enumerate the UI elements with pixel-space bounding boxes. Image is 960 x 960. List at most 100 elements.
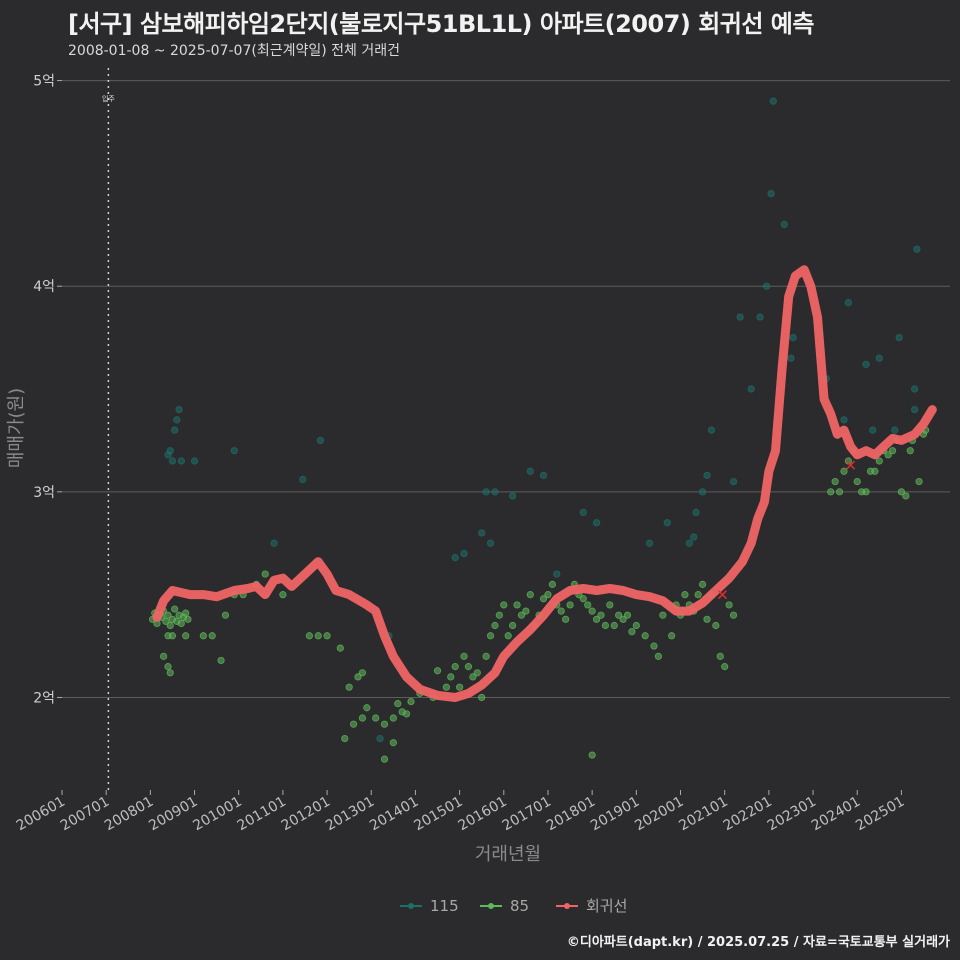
scatter-point bbox=[623, 611, 632, 619]
scatter-point bbox=[588, 607, 596, 615]
scatter-point bbox=[729, 477, 738, 486]
scatter-point bbox=[451, 663, 459, 671]
regression-marker bbox=[717, 590, 728, 600]
scatter-point bbox=[345, 683, 353, 691]
scatter-point bbox=[526, 591, 534, 599]
scatter-point bbox=[544, 591, 552, 599]
scatter-point bbox=[897, 488, 906, 496]
scatter-point bbox=[380, 720, 389, 728]
scatter-point bbox=[482, 652, 490, 660]
x-tick-label: 201401 bbox=[367, 794, 421, 835]
scatter-point bbox=[162, 617, 170, 625]
scatter-point bbox=[522, 607, 530, 615]
x-tick-label: 200901 bbox=[146, 794, 200, 835]
x-tick-label: 200601 bbox=[14, 794, 68, 835]
scatter-point bbox=[915, 477, 923, 486]
scatter-point bbox=[482, 488, 490, 496]
regression-polyline bbox=[152, 265, 937, 702]
scatter-point bbox=[407, 697, 415, 706]
scatter-point bbox=[869, 426, 877, 434]
scatter-point bbox=[694, 591, 702, 599]
scatter-point bbox=[875, 457, 883, 465]
scatter-point bbox=[341, 734, 349, 743]
scatter-point bbox=[871, 467, 879, 475]
scatter-point bbox=[780, 220, 788, 229]
scatter-point bbox=[844, 299, 852, 307]
legend-label: 85 bbox=[510, 897, 529, 915]
scatter-point bbox=[884, 451, 892, 459]
scatter-point bbox=[402, 710, 411, 718]
x-axis-ticks: 2006012007012008012009012010012011012012… bbox=[14, 790, 907, 835]
scatter-point bbox=[654, 652, 663, 660]
source-caption: ©디아파트(dapt.kr) / 2025.07.25 / 자료=국토교통부 실… bbox=[566, 935, 950, 950]
scatter-point bbox=[217, 656, 225, 665]
scatter-point bbox=[729, 611, 738, 619]
scatter-point bbox=[323, 632, 331, 640]
x-tick-label: 201301 bbox=[323, 794, 377, 835]
legend-item: 115 bbox=[400, 897, 459, 915]
scatter-point bbox=[588, 751, 596, 759]
scatter-point bbox=[442, 683, 450, 691]
scatter-point bbox=[513, 601, 521, 609]
scatter-point bbox=[888, 447, 897, 455]
scatter-point bbox=[261, 570, 269, 578]
scatter-point bbox=[562, 615, 570, 623]
scatter-point bbox=[584, 601, 592, 609]
legend-dot bbox=[488, 903, 494, 909]
scatter-point bbox=[601, 621, 610, 630]
scatter-point bbox=[553, 570, 561, 578]
scatter-point bbox=[831, 477, 839, 486]
x-tick-label: 201101 bbox=[235, 794, 289, 835]
scatter-point bbox=[787, 354, 795, 362]
x-tick-label: 201601 bbox=[455, 794, 509, 835]
scatter-point bbox=[316, 436, 325, 445]
regression-marker bbox=[846, 460, 856, 470]
x-tick-label: 201201 bbox=[279, 794, 333, 835]
scatter-point bbox=[473, 669, 481, 677]
scatter-point bbox=[279, 591, 287, 599]
scatter-point bbox=[469, 673, 477, 681]
chart-title: [서구] 삼보해피하임2단지(불로지구51BL1L) 아파트(2007) 회귀선… bbox=[68, 10, 814, 38]
scatter-point bbox=[447, 673, 455, 681]
x-tick-label: 201801 bbox=[544, 794, 598, 835]
scatter-point bbox=[539, 595, 548, 603]
scatter-point bbox=[891, 426, 899, 434]
scatter-point bbox=[190, 457, 199, 465]
scatter-point bbox=[168, 632, 177, 640]
scatter-point bbox=[698, 580, 707, 588]
scatter-point bbox=[579, 595, 587, 603]
scatter-point bbox=[509, 492, 517, 500]
scatter-point bbox=[478, 693, 486, 702]
scatter-point bbox=[433, 667, 442, 675]
scatter-point bbox=[173, 416, 181, 424]
scatter-point bbox=[707, 426, 716, 434]
scatter-point bbox=[451, 554, 459, 562]
x-tick-label: 200801 bbox=[102, 794, 156, 835]
scatter-point bbox=[650, 642, 658, 650]
scatter-point bbox=[725, 601, 733, 609]
scatter-point bbox=[769, 97, 777, 105]
grid-lines bbox=[62, 80, 950, 698]
scatter-point bbox=[349, 720, 358, 728]
scatter-point bbox=[592, 519, 601, 527]
scatter-point bbox=[460, 652, 468, 660]
scatter-point bbox=[299, 475, 307, 484]
scatter-point bbox=[840, 416, 848, 424]
legend-item: 85 bbox=[480, 897, 529, 915]
scatter-point bbox=[539, 471, 548, 479]
scatter-point bbox=[526, 467, 534, 475]
scatter-point bbox=[789, 334, 797, 342]
scatter-point bbox=[456, 683, 464, 691]
scatter-point bbox=[182, 632, 190, 640]
scatter-point bbox=[486, 632, 495, 640]
scatter-point bbox=[160, 652, 168, 660]
scatter-point bbox=[314, 632, 322, 640]
scatter-point bbox=[166, 621, 174, 630]
scatter-point bbox=[827, 488, 835, 496]
scatter-point bbox=[736, 313, 744, 321]
scatter-point bbox=[270, 539, 278, 547]
scatter-point bbox=[645, 539, 654, 547]
scatter-point bbox=[509, 621, 517, 630]
scatter-point bbox=[663, 519, 671, 527]
scatter-point bbox=[548, 580, 556, 588]
